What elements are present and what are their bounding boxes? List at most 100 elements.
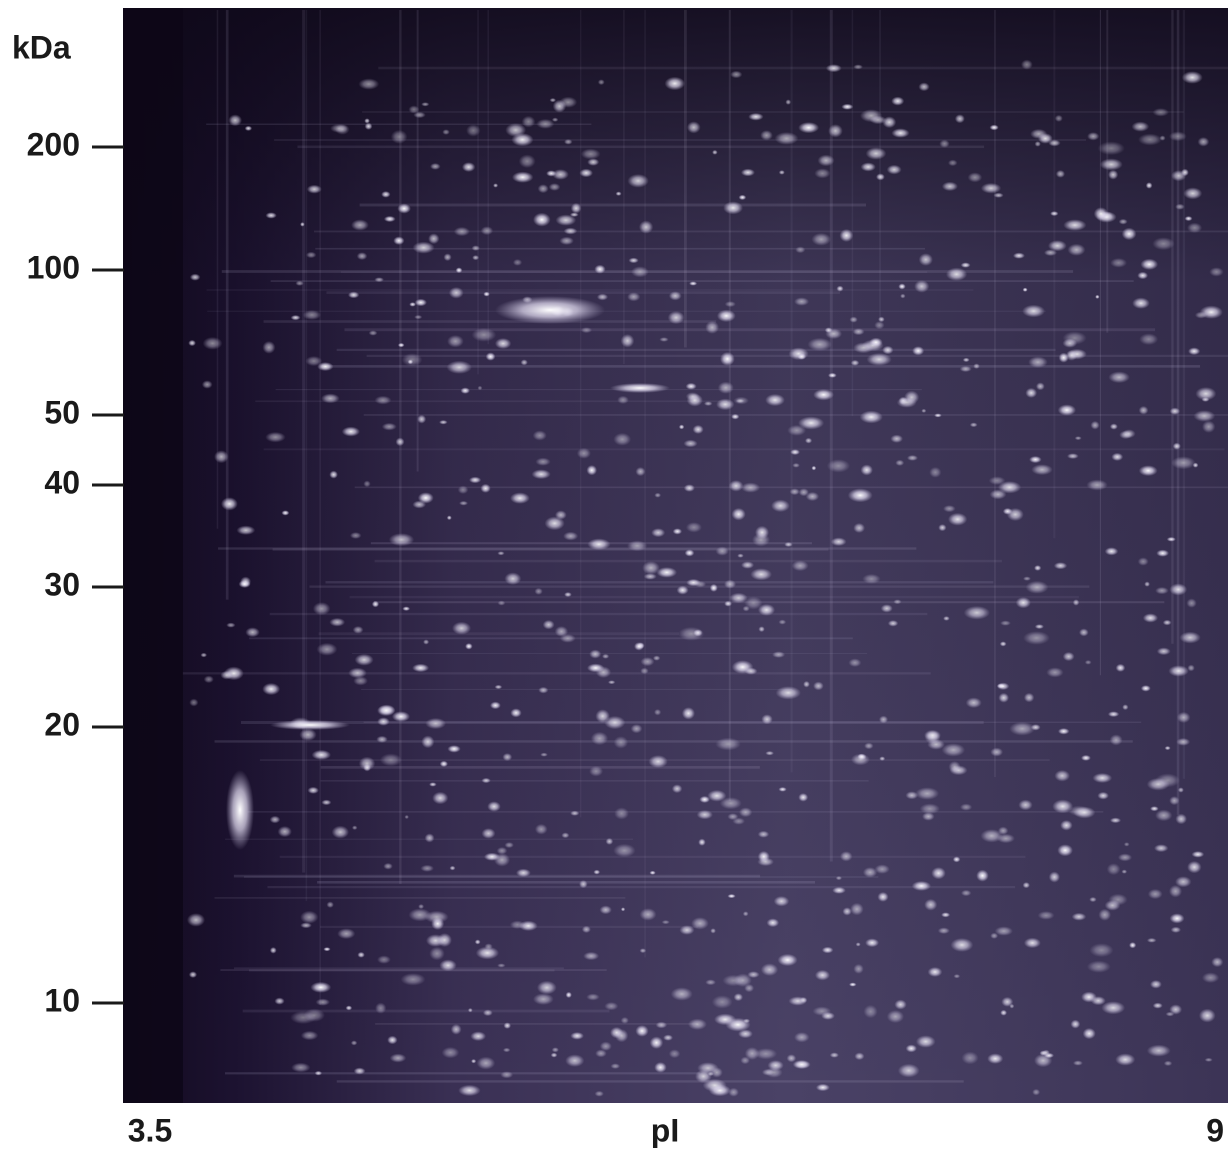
spot bbox=[1146, 777, 1170, 791]
spot bbox=[761, 714, 773, 725]
spot bbox=[607, 680, 616, 685]
spot bbox=[291, 1062, 311, 1073]
spot bbox=[476, 1056, 496, 1070]
spot bbox=[880, 604, 893, 613]
spot bbox=[331, 825, 350, 839]
protein-spots bbox=[182, 10, 1228, 1097]
spot bbox=[604, 1001, 619, 1011]
spot bbox=[388, 533, 415, 547]
spot bbox=[404, 814, 409, 820]
spot bbox=[661, 920, 670, 925]
spot bbox=[614, 807, 629, 820]
streak bbox=[272, 548, 829, 551]
spot bbox=[634, 642, 644, 651]
spot bbox=[1115, 663, 1126, 672]
spot bbox=[954, 114, 965, 124]
spot bbox=[597, 79, 605, 86]
spot bbox=[1108, 371, 1130, 384]
spot bbox=[515, 868, 531, 878]
spot bbox=[1057, 844, 1073, 857]
spot bbox=[1131, 121, 1150, 132]
spot bbox=[1111, 452, 1124, 462]
spot bbox=[1137, 271, 1149, 280]
spot bbox=[741, 561, 755, 569]
spot bbox=[551, 1047, 559, 1053]
spot bbox=[911, 880, 932, 891]
spot bbox=[542, 619, 555, 630]
spot bbox=[1169, 913, 1185, 924]
streak bbox=[274, 139, 1087, 141]
spot bbox=[627, 292, 641, 302]
spot bbox=[532, 993, 554, 1005]
spot bbox=[1164, 745, 1171, 751]
spot bbox=[447, 334, 464, 348]
spot bbox=[914, 280, 930, 293]
spot bbox=[959, 365, 972, 373]
spot bbox=[1150, 980, 1162, 989]
spot bbox=[1032, 1088, 1041, 1096]
spot bbox=[1042, 1049, 1050, 1056]
spot bbox=[439, 760, 449, 768]
spot bbox=[1139, 333, 1159, 346]
spot bbox=[712, 149, 718, 155]
spot bbox=[1183, 187, 1203, 200]
spot bbox=[630, 724, 643, 734]
spot bbox=[921, 408, 927, 413]
spot bbox=[811, 465, 817, 471]
spot bbox=[1062, 331, 1087, 345]
spot bbox=[821, 946, 834, 954]
spot bbox=[728, 480, 744, 492]
spot bbox=[311, 749, 332, 760]
spot bbox=[510, 708, 522, 718]
spot bbox=[450, 1023, 462, 1035]
streak bbox=[279, 855, 1026, 858]
spot bbox=[728, 1087, 739, 1097]
spot bbox=[503, 1022, 512, 1029]
spot bbox=[683, 439, 698, 448]
spot bbox=[596, 293, 609, 301]
spot bbox=[395, 437, 405, 447]
spot bbox=[678, 626, 705, 641]
spot bbox=[893, 599, 902, 605]
streak bbox=[344, 328, 1156, 332]
spot bbox=[635, 466, 646, 477]
spot bbox=[589, 649, 602, 659]
spot bbox=[678, 424, 685, 430]
spot bbox=[315, 998, 330, 1006]
spot bbox=[895, 459, 905, 466]
spot bbox=[839, 851, 853, 862]
spot bbox=[696, 809, 713, 820]
spot bbox=[312, 602, 331, 616]
spot bbox=[830, 537, 847, 547]
spot bbox=[469, 476, 482, 484]
streak bbox=[234, 967, 564, 970]
spot bbox=[617, 395, 629, 405]
spot bbox=[692, 424, 704, 435]
spot bbox=[274, 997, 285, 1005]
spot bbox=[990, 932, 999, 939]
spot bbox=[504, 841, 514, 849]
spot bbox=[265, 212, 277, 219]
spot bbox=[772, 651, 786, 658]
spot bbox=[869, 337, 883, 348]
spot bbox=[482, 1009, 493, 1017]
spot bbox=[374, 277, 385, 283]
streak bbox=[182, 672, 931, 675]
spot bbox=[814, 168, 831, 179]
spot bbox=[886, 164, 902, 175]
spot bbox=[269, 815, 281, 824]
spot bbox=[439, 959, 457, 972]
spot bbox=[563, 531, 579, 541]
spot bbox=[912, 346, 925, 356]
spot bbox=[980, 829, 1003, 843]
spot bbox=[760, 130, 773, 141]
spot bbox=[1046, 667, 1064, 678]
spot bbox=[967, 172, 983, 183]
streak bbox=[263, 448, 1225, 451]
spot bbox=[638, 220, 654, 234]
vertical-streak bbox=[319, 10, 321, 1006]
spot bbox=[615, 191, 622, 196]
spot bbox=[484, 943, 493, 950]
spot bbox=[727, 813, 739, 821]
spot bbox=[996, 682, 1010, 691]
